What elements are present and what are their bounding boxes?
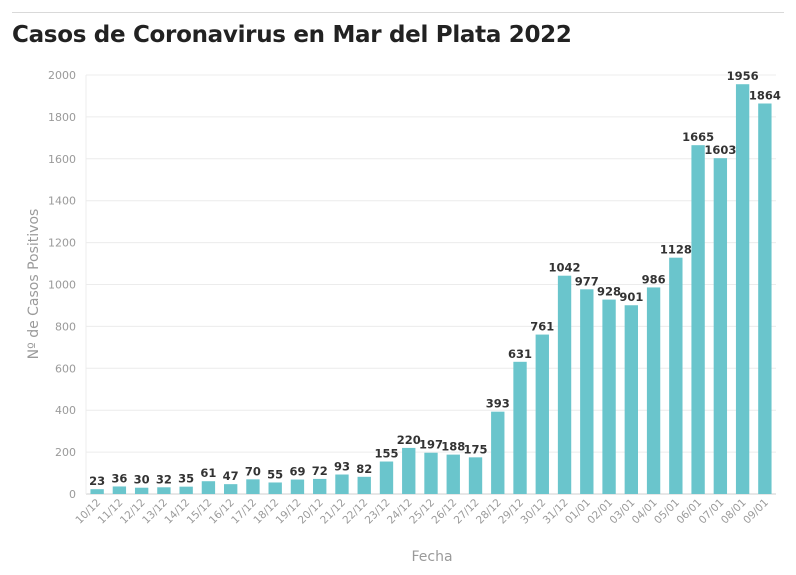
bar: [713, 158, 728, 494]
bar: [602, 299, 616, 494]
data-label: 72: [312, 464, 328, 478]
x-tick-label: 09/01: [741, 497, 771, 527]
data-label: 23: [89, 474, 105, 488]
data-label: 1665: [682, 130, 714, 144]
y-tick-label: 1000: [48, 279, 76, 292]
y-tick-label: 1400: [48, 195, 76, 208]
bar: [735, 84, 750, 494]
y-tick-label: 600: [55, 362, 76, 375]
data-label: 977: [575, 274, 599, 288]
y-tick-label: 0: [69, 488, 76, 501]
bar: [491, 411, 505, 494]
bar: [157, 487, 171, 494]
bar: [758, 103, 772, 494]
data-label: 175: [464, 442, 488, 456]
data-label: 69: [289, 465, 305, 479]
data-label: 901: [619, 290, 643, 304]
bar: [535, 334, 549, 494]
data-label: 1956: [727, 69, 759, 83]
y-tick-label: 800: [55, 320, 76, 333]
bar: [246, 479, 260, 494]
x-axis-label: Fecha: [411, 549, 452, 565]
y-axis-ticks: 0 200 400 600 800 1000 1200 1400 1600 1800 2000: [48, 69, 76, 501]
bar: [424, 452, 438, 494]
gridlines: [85, 74, 776, 495]
bar: [335, 474, 349, 494]
data-label: 61: [200, 466, 216, 480]
data-label: 631: [508, 347, 532, 361]
bar: [468, 457, 483, 494]
data-label: 393: [486, 397, 510, 411]
bar: [90, 489, 104, 494]
bar: [224, 484, 238, 494]
data-label: 82: [356, 462, 372, 476]
bar: [402, 447, 416, 494]
bars: [90, 84, 772, 494]
y-tick-label: 400: [55, 404, 76, 417]
data-label: 1042: [549, 261, 581, 275]
data-label: 30: [134, 473, 150, 487]
data-label: 220: [397, 433, 421, 447]
x-axis-ticks: 10/1211/1212/1213/1214/1215/1216/1217/12…: [73, 497, 771, 527]
bar: [134, 487, 149, 494]
data-label: 32: [156, 472, 172, 486]
bar: [446, 454, 460, 494]
bar: [669, 257, 683, 494]
data-label: 761: [530, 320, 554, 334]
bar: [268, 482, 282, 494]
bar: [691, 145, 705, 494]
data-label: 1128: [660, 243, 692, 257]
data-labels: 23 36 30 32 35 61 47 70 55 69 72 93 8215522019718817…: [89, 69, 781, 488]
bar: [357, 476, 371, 494]
data-label: 188: [441, 440, 465, 454]
bar: [624, 305, 638, 494]
bar: [290, 479, 305, 494]
data-label: 197: [419, 438, 443, 452]
data-label: 1603: [704, 143, 736, 157]
data-label: 36: [111, 471, 127, 485]
data-label: 986: [642, 272, 666, 286]
bar: [112, 486, 127, 494]
data-label: 35: [178, 472, 194, 486]
top-divider: [12, 12, 784, 13]
bar: [580, 289, 594, 494]
y-tick-label: 2000: [48, 69, 76, 82]
bar: [646, 287, 661, 494]
bar: [557, 275, 572, 494]
data-label: 93: [334, 460, 350, 474]
bar: [379, 461, 394, 494]
bar: [513, 361, 527, 494]
data-label: 1864: [749, 88, 781, 102]
chart-title: Casos de Coronavirus en Mar del Plata 20…: [12, 22, 572, 48]
bar: [201, 481, 216, 494]
data-label: 155: [374, 447, 398, 461]
bar: [313, 478, 327, 494]
data-label: 55: [267, 467, 283, 481]
bar: [179, 486, 193, 494]
y-tick-label: 1200: [48, 237, 76, 250]
data-label: 70: [245, 464, 261, 478]
y-tick-label: 200: [55, 446, 76, 459]
y-axis-label: Nº de Casos Positivos: [26, 209, 42, 360]
y-tick-label: 1800: [48, 111, 76, 124]
y-tick-label: 1600: [48, 153, 76, 166]
data-label: 928: [597, 285, 621, 299]
data-label: 47: [223, 469, 239, 483]
